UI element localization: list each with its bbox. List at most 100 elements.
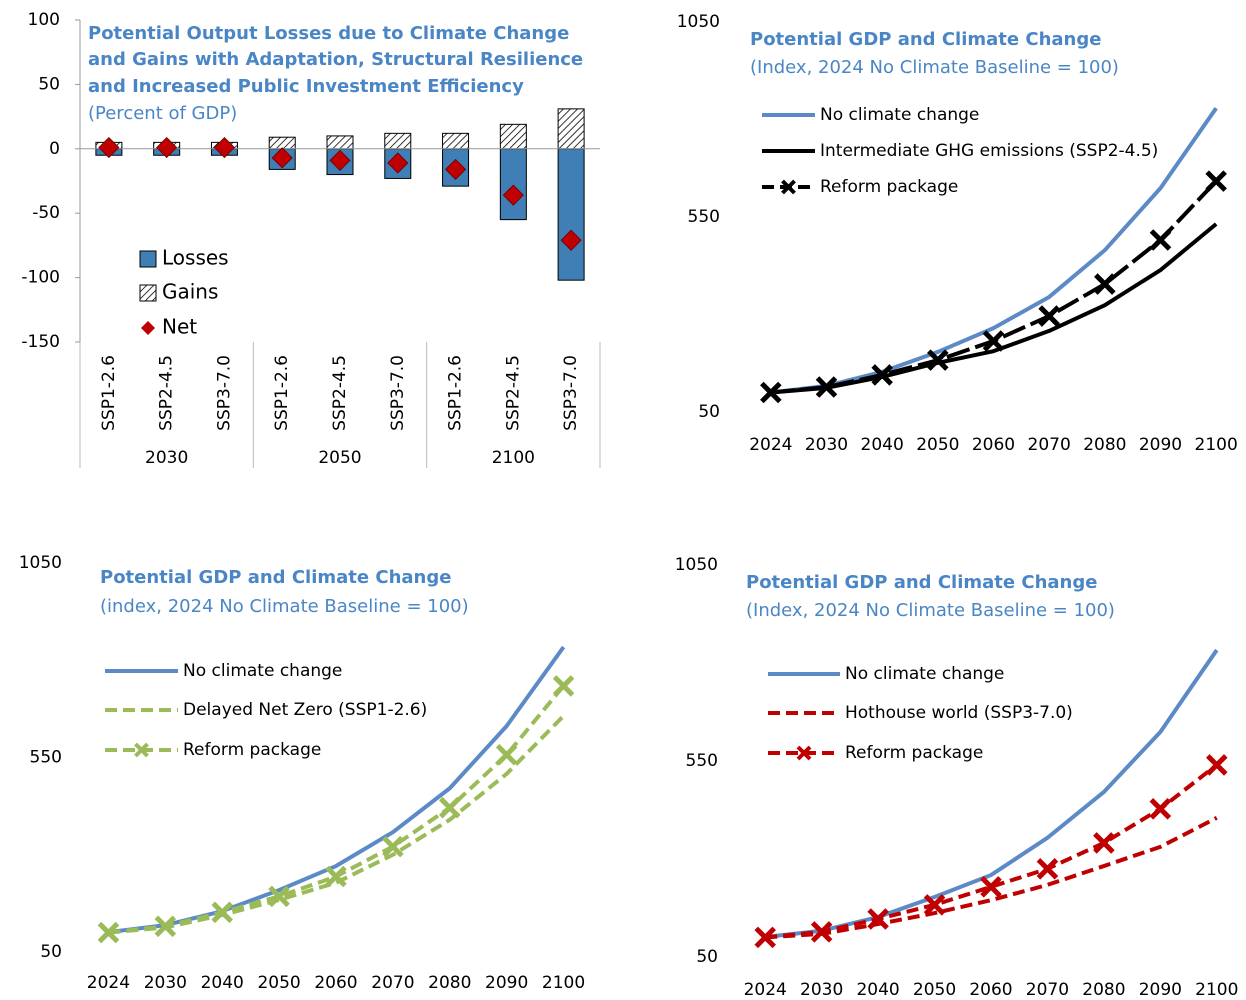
bar [442,132,470,150]
legend-symbol [139,284,157,302]
point-marker [325,865,347,888]
legend-symbol [141,321,155,335]
chart-subtitle: (index, 2024 No Climate Baseline = 100) [100,596,469,617]
net-marker [213,136,236,159]
x-tick-label: 2060 [972,435,1015,455]
y-tick-label: 550 [686,751,718,771]
point-marker [923,894,946,916]
x-tick-label: 2060 [969,980,1012,1000]
legend-symbol [139,250,157,268]
series-line [108,684,566,935]
chart-title: Potential Output Losses due to Climate C… [88,23,569,44]
point-marker [211,901,233,924]
point-marker [871,364,893,386]
series-line [765,816,1218,940]
y-tick-label: 1050 [19,553,62,573]
point-marker [268,885,290,908]
group-label: 2030 [145,448,188,468]
x-tick-label: 2040 [856,980,899,1000]
x-tick-label: 2080 [428,973,471,993]
x-tick-label: 2070 [1028,435,1071,455]
legend-marker [796,745,812,761]
chart-subtitle: (Index, 2024 No Climate Baseline = 100) [746,600,1115,621]
point-marker [754,926,776,949]
point-marker [815,376,838,398]
legend-label: Intermediate GHG emissions (SSP2-4.5) [820,141,1158,161]
series-line [108,714,565,935]
point-marker [982,330,1005,352]
y-tick-label: 1050 [675,555,718,575]
x-tick-label: 2090 [485,973,528,993]
net-marker [271,147,293,169]
y-tick-label: 50 [696,947,718,967]
y-tick-label: 50 [38,74,60,94]
point-marker [1149,798,1172,820]
legend-label: Delayed Net Zero (SSP1-2.6) [183,700,427,720]
x-tick-label: 2080 [1083,435,1126,455]
legend-marker [781,179,796,195]
group-label: 2050 [318,448,361,468]
point-marker [760,381,782,404]
point-marker [439,796,461,819]
point-marker [1036,858,1059,880]
x-tick-label: SSP3-7.0 [388,355,408,431]
legend-label: Losses [162,246,229,270]
legend-label: No climate change [820,105,979,125]
x-tick-label: 2024 [744,980,787,1000]
x-tick-label: SSP1-2.6 [99,355,119,431]
point-marker [382,835,404,858]
legend-label: Reform package [183,740,321,760]
legend-label: Reform package [820,177,958,197]
x-tick-label: SSP3-7.0 [561,355,581,431]
point-marker [1205,170,1227,192]
x-tick-label: 2050 [913,980,956,1000]
x-tick-label: 2030 [800,980,843,1000]
y-tick-label: 50 [40,942,62,962]
x-tick-label: 2090 [1139,435,1182,455]
x-tick-label: 2100 [542,973,585,993]
net-marker [329,149,351,171]
chart-title: Potential GDP and Climate Change [100,567,451,588]
x-tick-label: 2040 [201,973,244,993]
bar [268,136,296,150]
point-marker [495,744,518,766]
series-line [108,645,566,935]
x-tick-label: 2070 [371,973,414,993]
x-tick-label: SSP3-7.0 [214,355,234,431]
x-tick-label: SSP1-2.6 [272,355,292,431]
y-tick-label: 550 [688,207,720,227]
legend-label: Net [162,315,197,339]
point-marker [1094,273,1116,295]
legend-label: Gains [162,280,218,304]
bar [499,148,527,221]
series-line [765,648,1219,939]
bar [557,148,585,281]
bar [499,123,527,150]
net-marker [387,152,409,174]
x-tick-label: 2024 [87,973,130,993]
net-marker [98,136,120,159]
bar [384,132,412,150]
x-tick-label: 2030 [805,435,848,455]
chart-subtitle: (Index, 2024 No Climate Baseline = 100) [750,57,1119,78]
y-tick-label: 100 [28,10,60,30]
legend-label: No climate change [183,661,342,681]
bar [326,135,354,150]
point-marker [552,675,575,697]
x-tick-label: 2090 [1139,980,1182,1000]
chart-title: and Increased Public Investment Efficien… [88,76,524,97]
chart-subtitle: (Percent of GDP) [88,103,237,124]
point-marker [154,915,177,938]
legend-label: Reform package [845,743,983,763]
x-tick-label: 2080 [1082,980,1125,1000]
x-tick-label: 2030 [144,973,187,993]
y-tick-label: -150 [21,332,60,352]
x-tick-label: SSP2-4.5 [157,355,177,431]
y-tick-label: 50 [698,402,720,422]
point-marker [1038,305,1060,327]
bar [557,108,585,150]
x-tick-label: SSP2-4.5 [503,355,523,431]
x-tick-label: 2040 [861,435,904,455]
y-tick-label: 550 [30,748,62,768]
